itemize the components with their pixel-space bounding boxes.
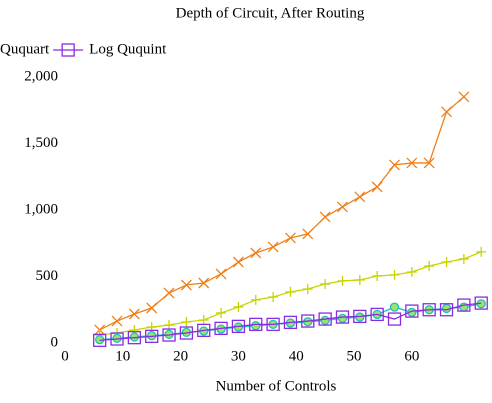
marker [476,246,487,257]
marker [216,307,227,318]
marker [389,269,400,280]
marker [214,321,228,336]
marker [406,266,417,277]
marker [146,302,158,314]
marker [110,332,124,346]
x-tick-label: 50 [347,348,362,364]
y-tick-label: 2,000 [24,68,58,84]
marker [319,211,331,223]
marker [354,191,366,203]
marker [337,313,348,324]
marker [181,316,192,327]
marker [458,91,470,103]
x-tick-label: 10 [115,348,130,364]
x-tick-label: 20 [173,348,188,364]
y-tick-label: 500 [36,268,59,284]
marker [302,228,314,240]
marker [302,284,313,295]
marker [93,333,107,347]
marker [474,296,488,310]
marker [439,303,454,317]
marker [232,256,244,268]
marker [128,308,140,320]
marker [180,279,192,291]
legend-label: Ququart [0,41,50,57]
marker [301,314,315,328]
y-tick-label: 1,000 [24,201,58,217]
series [94,246,487,341]
marker [406,157,418,169]
marker [250,247,262,259]
marker [162,328,176,342]
y-tick-label: 1,500 [24,135,58,151]
marker [405,304,419,318]
marker [163,287,175,299]
marker [371,181,383,193]
marker [179,326,194,340]
marker [94,324,106,336]
marker [283,315,298,330]
marker [318,312,332,326]
x-tick-label: 40 [289,348,304,364]
legend: Ququart Log Ququint [0,41,167,57]
marker [337,201,348,213]
marker [372,270,383,281]
marker [268,291,279,302]
marker [441,106,452,118]
x-tick-label: 30 [231,348,246,364]
marker [335,310,350,324]
marker [198,277,210,289]
chart-title: Depth of Circuit, After Routing [176,5,365,21]
marker [353,309,367,324]
marker [457,298,471,312]
series-line [99,96,465,331]
marker [197,323,211,338]
marker [337,275,348,286]
x-axis-label: Number of Controls [216,378,337,394]
marker [422,303,436,317]
marker [249,317,263,332]
marker [423,157,435,169]
legend-label: Log Ququint [89,41,167,57]
marker [145,329,159,344]
marker [61,43,75,57]
marker [424,260,435,271]
marker [387,312,402,326]
marker [127,331,142,345]
marker [441,257,452,268]
marker [215,268,227,280]
marker [389,159,400,171]
marker [320,315,330,326]
marker [231,319,246,334]
marker [285,286,296,297]
marker [233,301,244,312]
marker [389,302,400,312]
marker [267,241,279,253]
marker [266,317,280,332]
marker [111,315,123,327]
marker [458,253,469,264]
marker [370,307,384,322]
series [93,296,488,347]
marker [354,274,365,285]
series [94,91,470,336]
marker [320,278,331,289]
x-tick-label: 0 [61,348,69,364]
x-tick-label: 60 [404,348,419,364]
marker [284,232,296,244]
y-tick-label: 0 [51,334,59,350]
marker [250,294,261,305]
marker [198,314,209,325]
marker [251,321,261,331]
